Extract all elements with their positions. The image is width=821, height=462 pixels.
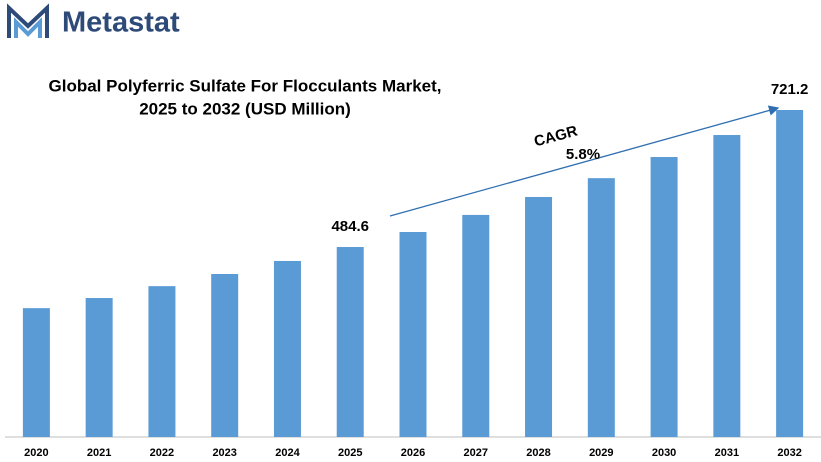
bar (650, 157, 678, 437)
x-tick-label: 2030 (652, 447, 676, 459)
logo-icon (7, 3, 49, 38)
bar (587, 178, 615, 437)
chart-subtitle: 2025 to 2032 (USD Million) (139, 99, 351, 118)
brand: Metastat (62, 7, 180, 39)
bar (148, 286, 176, 437)
value-label: 721.2 (771, 81, 809, 98)
chart-title: Global Polyferric Sulfate For Flocculant… (49, 76, 442, 95)
bar (336, 247, 364, 437)
bar (211, 273, 239, 437)
x-tick-label: 2024 (275, 447, 300, 459)
bar (273, 260, 301, 437)
x-tick-label: 2027 (464, 447, 488, 459)
bar (85, 298, 113, 437)
x-tick-label: 2025 (338, 447, 362, 459)
bar (713, 135, 741, 438)
cagr-arrow (389, 105, 780, 217)
x-tick-label: 2026 (401, 447, 425, 459)
bar (525, 196, 553, 437)
x-tick-label: 2032 (777, 447, 801, 459)
x-tick-label: 2020 (24, 447, 48, 459)
bar (462, 214, 490, 437)
x-tick-label: 2031 (715, 447, 739, 459)
x-tick-label: 2023 (212, 447, 236, 459)
x-tick-label: 2021 (87, 447, 111, 459)
x-tick-label: 2028 (526, 447, 550, 459)
annotation: 5.8% (566, 146, 600, 163)
bar (22, 308, 50, 437)
bar (776, 110, 804, 437)
value-label: 484.6 (331, 218, 369, 235)
x-tick-label: 2022 (150, 447, 174, 459)
x-tick-label: 2029 (589, 447, 613, 459)
bar (399, 232, 427, 437)
